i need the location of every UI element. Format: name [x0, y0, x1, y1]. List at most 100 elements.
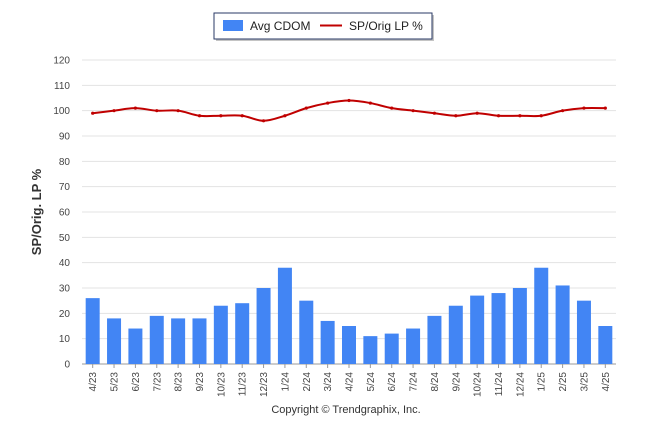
x-tick-label: 3/25 — [579, 372, 590, 392]
x-tick-label: 8/23 — [174, 372, 185, 392]
line-point — [390, 106, 394, 110]
line-point — [561, 109, 565, 113]
y-tick-label: 50 — [59, 233, 71, 244]
bar — [235, 303, 250, 364]
x-tick-label: 5/23 — [110, 372, 121, 392]
bar — [277, 267, 292, 364]
y-tick-label: 0 — [64, 360, 70, 371]
line-point — [219, 114, 223, 118]
y-tick-label: 110 — [54, 81, 70, 92]
legend: Avg CDOM SP/Orig LP % — [213, 12, 434, 41]
x-tick-label: 12/24 — [515, 372, 526, 397]
bar — [427, 315, 442, 364]
x-tick-label: 9/24 — [451, 372, 462, 392]
line-point — [326, 101, 330, 105]
x-tick-label: 12/23 — [259, 372, 270, 397]
bar — [555, 285, 570, 364]
x-tick-label: 11/23 — [238, 372, 249, 397]
bar — [534, 267, 549, 364]
line-point — [261, 119, 266, 123]
x-tick-label: 9/23 — [195, 372, 206, 392]
bar — [384, 333, 399, 364]
x-axis-ticks: 4/23 5/23 6/23 7/23 8/23 9/23 10/23 11/23 12/23 1… — [88, 364, 612, 397]
y-tick-label: 70 — [59, 182, 71, 193]
line-point — [518, 114, 522, 118]
x-tick-label: 5/24 — [366, 372, 377, 392]
bar — [470, 295, 485, 364]
bar — [85, 298, 100, 364]
line-point — [475, 111, 479, 115]
line-point — [283, 114, 287, 118]
bar — [128, 328, 143, 364]
y-tick-label: 30 — [59, 284, 71, 295]
line-point — [496, 114, 501, 118]
x-tick-label: 10/24 — [473, 372, 484, 397]
line-point — [197, 114, 202, 118]
legend-label-avg-cdom: Avg CDOM — [250, 19, 310, 33]
x-tick-label: 8/24 — [430, 372, 441, 392]
x-tick-label: 11/24 — [494, 372, 505, 397]
bar — [598, 326, 613, 364]
line-point — [91, 111, 95, 115]
line-point — [411, 109, 415, 113]
x-tick-label: 2/24 — [302, 372, 313, 392]
line-point — [539, 114, 543, 118]
x-tick-label: 7/23 — [152, 372, 163, 392]
x-tick-label: 4/23 — [88, 372, 99, 392]
y-tick-label: 90 — [59, 132, 71, 143]
x-tick-label: 10/23 — [216, 372, 227, 397]
copyright-text: Copyright © Trendgraphix, Inc. — [271, 404, 420, 416]
y-tick-label: 80 — [59, 157, 71, 168]
bar — [171, 318, 186, 364]
y-tick-label: 40 — [59, 258, 71, 269]
legend-label-sp-orig-lp: SP/Orig LP % — [349, 19, 423, 33]
y-tick-label: 60 — [59, 208, 71, 219]
line-series — [91, 98, 607, 123]
line-point — [368, 101, 372, 105]
bar — [107, 318, 122, 364]
line-point — [304, 106, 308, 110]
bar — [149, 315, 164, 364]
bar — [576, 300, 591, 364]
y-tick-label: 100 — [53, 106, 70, 117]
line-point — [432, 111, 437, 115]
x-tick-label: 6/23 — [131, 372, 142, 392]
x-tick-label: 2/25 — [558, 372, 569, 392]
bar — [512, 288, 527, 364]
x-tick-label: 6/24 — [387, 372, 398, 392]
x-tick-label: 1/24 — [280, 372, 291, 392]
bar — [491, 293, 506, 364]
y-axis-title: SP/Orig. LP % — [29, 168, 44, 255]
y-axis-ticks: 0 10 20 30 40 50 60 70 80 90 100 110 120 — [53, 56, 70, 371]
line-point — [582, 106, 586, 110]
bar — [192, 318, 207, 364]
bar — [448, 305, 463, 364]
bar — [213, 305, 228, 364]
bar — [363, 336, 378, 364]
line-point — [603, 106, 607, 110]
y-tick-label: 120 — [53, 56, 70, 67]
legend-swatch-avg-cdom — [223, 20, 243, 31]
bar — [320, 320, 335, 364]
line-point — [176, 109, 180, 113]
x-tick-label: 7/24 — [409, 372, 420, 392]
bar — [256, 288, 271, 364]
line-point — [347, 98, 351, 103]
x-tick-label: 4/24 — [345, 372, 356, 392]
bar — [342, 326, 356, 364]
line-point — [133, 106, 137, 110]
x-tick-label: 3/24 — [323, 372, 334, 392]
y-tick-label: 20 — [59, 309, 71, 320]
y-tick-label: 10 — [59, 334, 71, 345]
x-tick-label: 1/25 — [537, 372, 548, 392]
grid — [82, 59, 616, 365]
line-point — [112, 109, 116, 113]
line-point — [454, 114, 458, 118]
bars — [85, 267, 613, 364]
bar — [299, 300, 314, 364]
line-point — [240, 114, 244, 118]
x-tick-label: 4/25 — [601, 372, 612, 392]
line-point — [155, 109, 159, 113]
bar — [406, 328, 421, 364]
